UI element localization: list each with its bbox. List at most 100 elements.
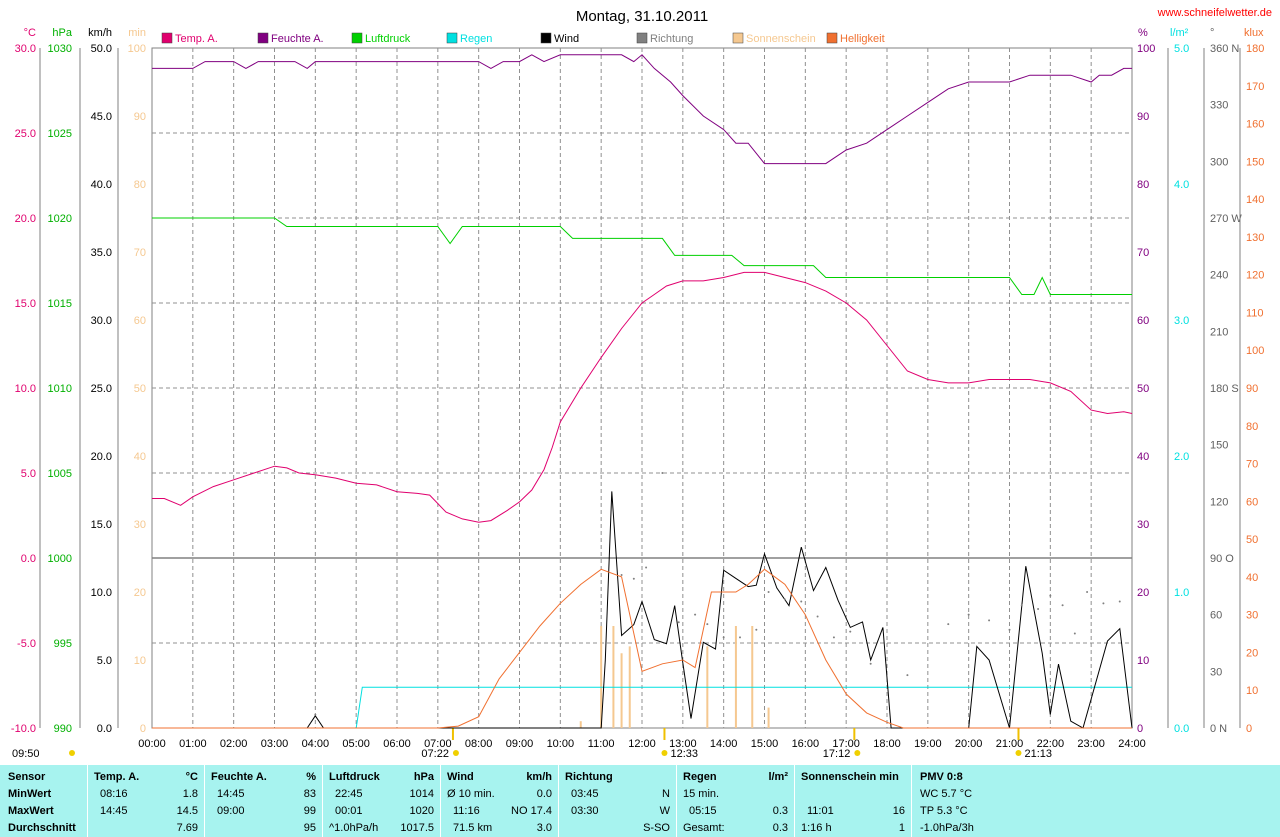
x-tick-label: 13:00 bbox=[669, 738, 697, 750]
sun-icon bbox=[661, 750, 668, 756]
chart-axes: 30.025.020.015.010.05.00.0-5.0-10.0°C103… bbox=[11, 27, 1264, 760]
table-pressure: Luftdruck hPa 22:45 1014 00:01 1020 ^1.0hPa… bbox=[323, 765, 441, 837]
direction-point bbox=[832, 636, 835, 639]
pressure-min-time: 22:45 bbox=[335, 788, 363, 800]
pressure-tick-label: 1010 bbox=[48, 383, 72, 395]
direction-point bbox=[632, 577, 635, 580]
legend-label: Luftdruck bbox=[365, 33, 411, 45]
rain-max-time: 05:15 bbox=[689, 805, 717, 817]
direction-point bbox=[706, 623, 709, 626]
x-tick-label: 09:00 bbox=[506, 738, 534, 750]
label-sensor: Sensor bbox=[8, 771, 46, 783]
x-tick-label: 21:00 bbox=[996, 738, 1024, 750]
legend-swatch bbox=[161, 32, 173, 44]
x-tick-label: 08:00 bbox=[465, 738, 493, 750]
lux-tick-label: 180 bbox=[1246, 43, 1264, 55]
temp-header: Temp. A. bbox=[94, 771, 140, 783]
direction-point bbox=[694, 613, 697, 616]
x-tick-label: 05:00 bbox=[342, 738, 370, 750]
x-tick-label: 11:00 bbox=[588, 738, 615, 750]
wind-total: 71.5 km bbox=[453, 822, 493, 834]
dir-tick-label: 0 N bbox=[1210, 723, 1227, 735]
event-label: 12:33 bbox=[670, 748, 698, 760]
rain-unit-label: l/m² bbox=[1170, 27, 1189, 39]
direction-point bbox=[755, 628, 758, 631]
direction-point bbox=[1086, 591, 1089, 593]
sun-icon bbox=[452, 750, 459, 756]
direction-point bbox=[314, 713, 317, 716]
label-min: MinWert bbox=[8, 788, 52, 800]
wind-unit-label: km/h bbox=[88, 27, 112, 39]
dir-tick-label: 90 O bbox=[1210, 553, 1234, 565]
rain-max: 0.3 bbox=[772, 805, 788, 817]
rain-tick-label: 0.0 bbox=[1174, 723, 1189, 735]
wind-max-time: 11:16 bbox=[453, 805, 480, 817]
series-line-feuchte-a bbox=[152, 54, 1132, 165]
rain-tick-label: 3.0 bbox=[1174, 315, 1189, 327]
sunshine-avg: 1 bbox=[898, 822, 905, 834]
temp-min: 1.8 bbox=[182, 788, 198, 800]
lux-tick-label: 60 bbox=[1246, 496, 1258, 508]
direction-point bbox=[767, 591, 770, 593]
humidity-max: 99 bbox=[303, 805, 316, 817]
table-sunshine: Sonnenschein min 11:01 16 1:16 h 1 bbox=[795, 765, 912, 837]
table-humidity: Feuchte A.% 14:45 83 09:00 99 95 bbox=[205, 765, 323, 837]
chart-legend: Temp. A. Feuchte A. Luftdruck Regen Wind Rich… bbox=[161, 32, 885, 45]
lux-tick-label: 0 bbox=[1246, 723, 1252, 735]
series-line-luftdruck bbox=[152, 217, 1132, 295]
dir-tick-label: 120 bbox=[1210, 496, 1228, 508]
direction-point bbox=[1049, 594, 1052, 597]
min-tick-label: 70 bbox=[134, 247, 146, 259]
humidity-tick-label: 70 bbox=[1137, 247, 1149, 259]
humidity-max-time: 09:00 bbox=[217, 805, 245, 817]
wind-tick-label: 0.0 bbox=[97, 723, 112, 735]
sunshine-avg-time: 1:16 h bbox=[801, 822, 832, 834]
pressure-unit: hPa bbox=[413, 771, 434, 783]
x-tick-label: 17:00 bbox=[832, 738, 860, 750]
wind-unit: km/h bbox=[526, 771, 552, 783]
dir-tick-label: 150 bbox=[1210, 440, 1228, 452]
rain-tick-label: 2.0 bbox=[1174, 451, 1189, 463]
humidity-tick-label: 90 bbox=[1137, 111, 1149, 123]
chart-marks bbox=[152, 54, 1133, 729]
min-tick-label: 20 bbox=[134, 587, 146, 599]
lux-tick-label: 100 bbox=[1246, 345, 1264, 357]
legend-swatch bbox=[732, 32, 744, 44]
rain-tick-label: 4.0 bbox=[1174, 179, 1189, 191]
x-tick-label: 04:00 bbox=[302, 738, 330, 750]
lux-tick-label: 170 bbox=[1246, 81, 1264, 93]
direction-point bbox=[967, 613, 970, 616]
dir-tick-label: 60 bbox=[1210, 610, 1222, 622]
dir-tick-label: 300 bbox=[1210, 156, 1228, 168]
x-tick-label: 01:00 bbox=[179, 738, 207, 750]
dir-unit-label: ° bbox=[1210, 27, 1214, 39]
rain-header: Regen bbox=[683, 771, 717, 783]
lux-tick-label: 140 bbox=[1246, 194, 1264, 206]
min-tick-label: 90 bbox=[134, 111, 146, 123]
site-link[interactable]: www.schneifelwetter.de bbox=[1157, 7, 1272, 19]
legend-label: Temp. A. bbox=[175, 33, 218, 45]
wind-avg: 3.0 bbox=[536, 822, 552, 834]
event-label: 21:13 bbox=[1024, 748, 1052, 760]
lux-tick-label: 120 bbox=[1246, 270, 1264, 282]
min-tick-label: 30 bbox=[134, 519, 146, 531]
temp-unit: °C bbox=[185, 771, 198, 783]
x-tick-label: 24:00 bbox=[1118, 738, 1146, 750]
direction-avg: S-SO bbox=[643, 822, 670, 834]
direction-max-time: 03:30 bbox=[571, 805, 599, 817]
series-line-temp-a bbox=[152, 271, 1133, 523]
temp-avg: 7.69 bbox=[176, 822, 198, 834]
pressure-tick-label: 1030 bbox=[48, 43, 72, 55]
sun-icon bbox=[854, 750, 861, 756]
pressure-tick-label: 1020 bbox=[48, 213, 72, 225]
rain-avg-label: Gesamt: bbox=[683, 822, 725, 834]
lux-tick-label: 130 bbox=[1246, 232, 1264, 244]
x-tick-label: 15:00 bbox=[751, 738, 779, 750]
sunshine-max-time: 11:01 bbox=[807, 805, 834, 817]
legend-swatch bbox=[826, 32, 838, 44]
humidity-header: Feuchte A. bbox=[211, 771, 267, 783]
lux-tick-label: 110 bbox=[1246, 307, 1264, 319]
stats-table: Sensor MinWert MaxWert Durchschnitt Temp… bbox=[0, 765, 1280, 837]
direction-point bbox=[947, 623, 950, 626]
lux-tick-label: 160 bbox=[1246, 119, 1264, 131]
